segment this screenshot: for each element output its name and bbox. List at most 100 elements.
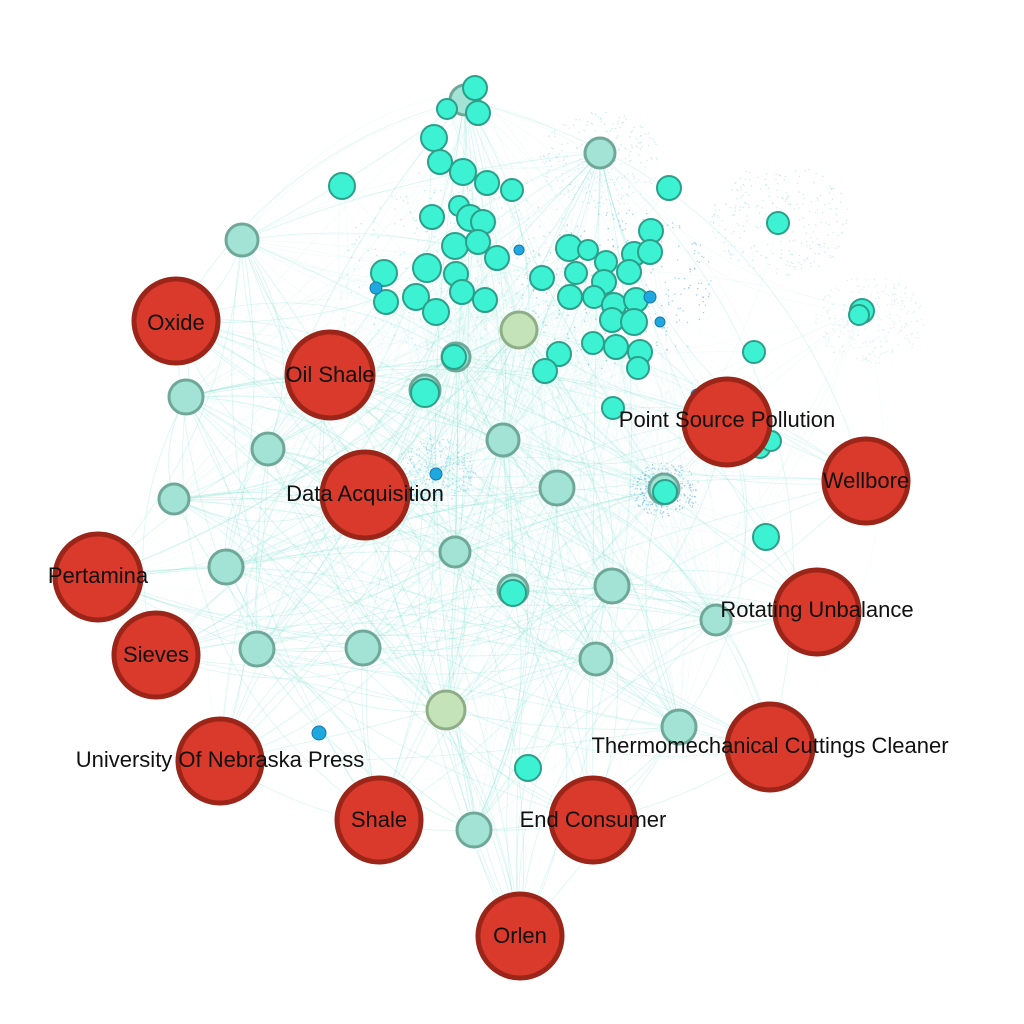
dust-point xyxy=(654,468,656,470)
dust-point xyxy=(426,497,428,500)
dust-point xyxy=(803,259,805,261)
edge xyxy=(455,273,597,660)
dust-point xyxy=(834,318,837,320)
dust-point xyxy=(456,487,458,489)
graph-node-cyan xyxy=(441,344,467,370)
dust-point xyxy=(825,222,827,224)
dust-point xyxy=(864,358,866,361)
edge xyxy=(415,296,613,587)
dust-point xyxy=(778,174,781,176)
dust-point xyxy=(617,120,619,122)
dust-point xyxy=(415,481,418,483)
dust-point xyxy=(802,193,804,196)
dust-point xyxy=(410,473,412,475)
dust-point xyxy=(765,256,768,259)
dust-point xyxy=(460,488,462,490)
dust-point xyxy=(785,198,787,201)
edge xyxy=(155,622,680,728)
dust-point xyxy=(420,443,423,445)
dust-point xyxy=(617,246,619,248)
dust-point xyxy=(616,137,618,139)
dust-point xyxy=(598,179,601,181)
dust-point xyxy=(414,495,416,497)
dust-point xyxy=(809,262,812,264)
dust-point xyxy=(885,284,887,286)
dust-point xyxy=(556,180,558,182)
dust-point xyxy=(423,445,425,448)
dust-point xyxy=(910,333,913,335)
dust-point xyxy=(691,506,693,508)
edge xyxy=(446,108,558,489)
edge xyxy=(509,189,613,587)
dust-point xyxy=(683,494,686,496)
dust-point xyxy=(725,236,727,239)
dust-point xyxy=(463,481,465,483)
edge xyxy=(575,272,717,621)
dust-point xyxy=(678,471,680,473)
dust-point xyxy=(456,463,458,465)
label-oil-shale: Oil Shale xyxy=(285,362,374,387)
dust-point xyxy=(850,291,853,293)
dust-point xyxy=(711,215,713,218)
dust-point xyxy=(733,231,735,233)
dust-point xyxy=(426,452,429,454)
dust-point xyxy=(429,449,431,452)
edge xyxy=(649,251,687,728)
dust-point xyxy=(873,348,876,350)
dust-point xyxy=(667,289,670,291)
dust-point xyxy=(567,189,569,191)
dust-point xyxy=(458,485,460,488)
dust-point xyxy=(483,352,485,355)
dust-point xyxy=(599,174,601,176)
dust-point xyxy=(849,336,851,339)
dust-point xyxy=(469,189,471,192)
dust-point xyxy=(794,266,797,268)
dust-point xyxy=(405,267,407,269)
dust-point xyxy=(915,337,917,339)
dust-point xyxy=(676,499,679,502)
dust-point xyxy=(414,476,416,478)
dust-point xyxy=(418,448,420,450)
edge xyxy=(473,247,577,831)
dust-point xyxy=(581,143,584,145)
dust-point xyxy=(563,159,565,161)
graph-node-teal xyxy=(438,535,472,569)
dust-point xyxy=(806,240,808,243)
dust-point xyxy=(441,291,444,293)
dust-point xyxy=(776,272,778,274)
hub-node xyxy=(475,891,565,981)
dust-point xyxy=(696,260,698,263)
dust-point xyxy=(410,483,413,485)
dust-point xyxy=(467,470,469,473)
edge xyxy=(329,310,863,376)
dust-point xyxy=(873,278,876,281)
edge xyxy=(362,257,498,649)
edge xyxy=(267,448,447,711)
dust-point xyxy=(645,487,648,489)
edge xyxy=(362,281,605,649)
dust-point xyxy=(881,329,884,331)
dust-point xyxy=(704,304,707,306)
dust-point xyxy=(866,345,868,347)
dust-point xyxy=(908,340,910,342)
dust-point xyxy=(681,507,683,510)
dust-point xyxy=(414,483,416,485)
dust-point xyxy=(554,136,556,138)
dust-point xyxy=(891,320,894,322)
dust-point xyxy=(875,338,877,340)
dust-point xyxy=(443,487,446,489)
dust-point xyxy=(444,476,446,479)
dust-point xyxy=(346,274,349,276)
edge xyxy=(256,247,570,650)
edge xyxy=(256,487,558,650)
dust-point xyxy=(495,193,497,195)
edge xyxy=(97,567,680,728)
dust-point xyxy=(817,243,819,246)
dust-point xyxy=(516,257,518,259)
edge xyxy=(435,99,466,313)
dust-point xyxy=(645,330,647,333)
dust-point xyxy=(645,497,648,499)
dust-point xyxy=(651,467,654,470)
dust-point xyxy=(441,483,444,485)
dust-point xyxy=(809,210,811,212)
